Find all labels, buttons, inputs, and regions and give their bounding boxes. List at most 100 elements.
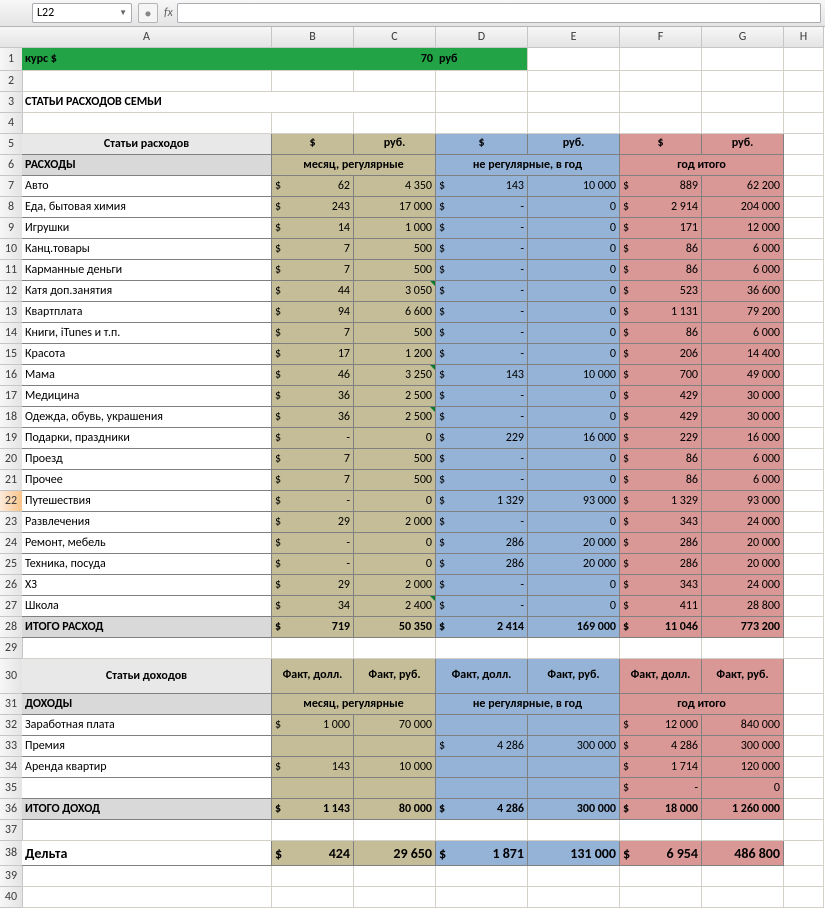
empty-cell[interactable] [784, 323, 824, 344]
row-header[interactable]: 21 [0, 470, 23, 491]
data-cell[interactable]: $1 714 [620, 757, 702, 778]
rate-value[interactable]: 70 [354, 48, 436, 71]
data-cell[interactable]: 0 [354, 554, 436, 575]
row-header[interactable]: 39 [0, 866, 23, 887]
empty-cell[interactable] [620, 71, 702, 92]
data-cell[interactable]: $- [436, 281, 528, 302]
empty-cell[interactable] [354, 866, 436, 887]
row-label[interactable]: Проезд [22, 449, 272, 470]
data-cell[interactable]: 24 000 [702, 575, 784, 596]
data-cell[interactable]: 16 000 [528, 428, 620, 449]
data-cell[interactable]: 79 200 [702, 302, 784, 323]
data-cell[interactable]: $523 [620, 281, 702, 302]
data-cell[interactable]: $14 [272, 218, 354, 239]
empty-cell[interactable] [784, 71, 824, 92]
row-header[interactable]: 18 [0, 407, 23, 428]
data-cell[interactable] [436, 757, 528, 778]
data-cell[interactable]: $700 [620, 365, 702, 386]
data-cell[interactable]: 0 [528, 575, 620, 596]
empty-cell[interactable] [784, 155, 824, 176]
row-label[interactable]: Катя доп.занятия [22, 281, 272, 302]
empty-cell[interactable] [272, 887, 354, 908]
empty-cell[interactable] [528, 113, 620, 134]
data-cell[interactable]: 0 [528, 344, 620, 365]
row-header[interactable]: 1 [0, 48, 23, 71]
empty-cell[interactable] [528, 887, 620, 908]
data-cell[interactable]: $229 [620, 428, 702, 449]
row-header[interactable]: 4 [0, 113, 23, 134]
row-header[interactable]: 20 [0, 449, 23, 470]
empty-cell[interactable] [784, 820, 824, 841]
data-cell[interactable]: 2 500 [354, 386, 436, 407]
data-cell[interactable]: $286 [436, 533, 528, 554]
row-label[interactable]: Премия [22, 736, 272, 757]
data-cell[interactable]: 300 000 [528, 799, 620, 820]
row-header[interactable]: 22 [0, 491, 23, 512]
data-cell[interactable]: $- [436, 449, 528, 470]
data-cell[interactable]: 50 350 [354, 617, 436, 638]
row-label[interactable]: Авто [22, 176, 272, 197]
data-cell[interactable]: 6 000 [702, 239, 784, 260]
select-all-corner[interactable] [0, 27, 23, 48]
empty-cell[interactable] [702, 71, 784, 92]
data-cell[interactable]: $- [436, 344, 528, 365]
data-cell[interactable] [528, 715, 620, 736]
data-cell[interactable]: 500 [354, 323, 436, 344]
data-cell[interactable]: $206 [620, 344, 702, 365]
data-cell[interactable]: 20 000 [528, 533, 620, 554]
spreadsheet-grid[interactable]: ABCDEFGH1курс $70руб23СТАТЬИ РАСХОДОВ СЕ… [0, 27, 825, 908]
data-cell[interactable]: 1 260 000 [702, 799, 784, 820]
empty-cell[interactable] [436, 113, 528, 134]
empty-cell[interactable] [702, 113, 784, 134]
empty-cell[interactable] [784, 92, 824, 113]
data-cell[interactable]: 0 [702, 778, 784, 799]
empty-cell[interactable] [784, 386, 824, 407]
data-cell[interactable]: 6 600 [354, 302, 436, 323]
data-cell[interactable]: 4 350 [354, 176, 436, 197]
data-cell[interactable]: $94 [272, 302, 354, 323]
row-header[interactable]: 23 [0, 512, 23, 533]
data-cell[interactable]: 0 [528, 407, 620, 428]
empty-cell[interactable] [702, 887, 784, 908]
col-header-A[interactable]: A [22, 27, 272, 48]
empty-cell[interactable] [784, 659, 824, 694]
data-cell[interactable]: 30 000 [702, 386, 784, 407]
data-cell[interactable]: $- [436, 323, 528, 344]
data-cell[interactable]: 840 000 [702, 715, 784, 736]
empty-cell[interactable] [436, 638, 528, 659]
empty-cell[interactable] [702, 820, 784, 841]
row-header[interactable]: 19 [0, 428, 23, 449]
empty-cell[interactable] [528, 820, 620, 841]
row-label[interactable]: Канц.товары [22, 239, 272, 260]
data-cell[interactable]: $- [272, 491, 354, 512]
data-cell[interactable]: 10 000 [528, 365, 620, 386]
data-cell[interactable]: $343 [620, 575, 702, 596]
row-header[interactable]: 14 [0, 323, 23, 344]
empty-cell[interactable] [784, 197, 824, 218]
data-cell[interactable] [436, 778, 528, 799]
data-cell[interactable]: 2 000 [354, 512, 436, 533]
empty-cell[interactable] [784, 778, 824, 799]
data-cell[interactable]: 36 600 [702, 281, 784, 302]
data-cell[interactable]: 1 000 [354, 218, 436, 239]
data-cell[interactable]: 93 000 [702, 491, 784, 512]
chevron-down-icon[interactable]: ▼ [119, 8, 127, 18]
data-cell[interactable] [436, 715, 528, 736]
row-header[interactable]: 32 [0, 715, 23, 736]
empty-cell[interactable] [784, 470, 824, 491]
row-label[interactable]: Аренда квартир [22, 757, 272, 778]
row-label[interactable]: Путешествия [22, 491, 272, 512]
empty-cell[interactable] [354, 638, 436, 659]
data-cell[interactable]: 0 [528, 260, 620, 281]
empty-cell[interactable] [354, 71, 436, 92]
data-cell[interactable]: $- [436, 197, 528, 218]
data-cell[interactable]: $- [272, 533, 354, 554]
col-header-E[interactable]: E [528, 27, 620, 48]
data-cell[interactable]: $- [436, 470, 528, 491]
data-cell[interactable]: 10 000 [354, 757, 436, 778]
row-header[interactable]: 6 [0, 155, 23, 176]
data-cell[interactable]: 0 [528, 281, 620, 302]
data-cell[interactable]: $46 [272, 365, 354, 386]
empty-cell[interactable] [620, 820, 702, 841]
data-cell[interactable]: 500 [354, 239, 436, 260]
